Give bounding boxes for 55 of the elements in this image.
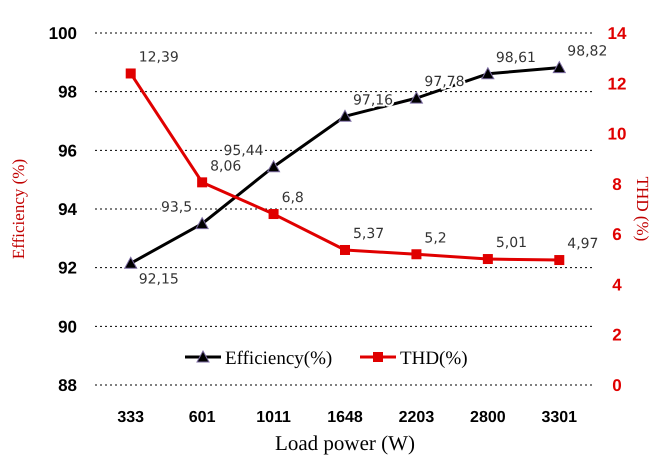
- x-tick-label: 601: [188, 409, 216, 426]
- y-tick-label: 88: [58, 376, 77, 395]
- x-tick-label: 2800: [470, 409, 506, 426]
- y2-tick-label: 0: [612, 376, 622, 395]
- data-label: 92,15: [138, 271, 179, 288]
- x-axis-title: Load power (W): [275, 431, 415, 455]
- data-label: 93,5: [160, 200, 192, 216]
- data-label: 98,61: [496, 50, 536, 66]
- point: [482, 254, 493, 264]
- data-label: 8,06: [210, 158, 242, 174]
- y-tick-label: 94: [58, 200, 78, 219]
- data-label: 4,97: [567, 236, 598, 252]
- y-axis-title: Efficiency (%): [9, 158, 28, 260]
- point: [481, 67, 494, 80]
- point: [124, 256, 138, 269]
- point: [197, 177, 208, 188]
- y2-tick-label: 4: [612, 275, 622, 294]
- data-label: 12,39: [138, 49, 179, 66]
- data-label: 97,78: [424, 74, 465, 90]
- point: [126, 68, 136, 78]
- data-label: 6,8: [282, 190, 304, 206]
- legend-label: THD(%): [400, 348, 468, 369]
- point: [410, 92, 423, 104]
- y-tick-label: 96: [58, 141, 77, 160]
- x-tick-label: 1011: [256, 409, 292, 426]
- point: [268, 209, 279, 220]
- data-label: 5,2: [424, 230, 447, 246]
- y-tick-label: 90: [58, 317, 77, 336]
- y2-axis-title: THD (%): [633, 176, 652, 242]
- data-label: 5,01: [496, 235, 528, 252]
- data-label: 97,16: [353, 92, 394, 108]
- y2-tick-label: 6: [612, 225, 622, 244]
- point: [554, 255, 564, 266]
- point: [340, 244, 350, 255]
- x-tick-label: 1648: [327, 409, 363, 426]
- point: [196, 217, 209, 230]
- legend-label: Efficiency(%): [225, 348, 332, 369]
- y2-tick-label: 8: [612, 174, 622, 194]
- y2-tick-label: 12: [608, 74, 626, 94]
- point: [552, 61, 566, 74]
- y-tick-label: 92: [58, 258, 77, 278]
- x-tick-label: 333: [117, 409, 144, 426]
- data-label: 98,82: [567, 44, 608, 60]
- data-label: 5,37: [353, 226, 384, 242]
- data-label: 95,44: [223, 142, 264, 159]
- y2-tick-label: 2: [612, 326, 622, 345]
- y-tick-label: 98: [58, 82, 77, 102]
- y2-tick-label: 10: [608, 124, 626, 144]
- point: [267, 160, 280, 172]
- x-tick-label: 3301: [541, 409, 578, 426]
- point: [338, 110, 352, 122]
- y2-tick-label: 14: [608, 24, 627, 43]
- point: [411, 249, 422, 260]
- y-tick-label: 100: [48, 24, 77, 43]
- x-tick-label: 2203: [398, 409, 434, 426]
